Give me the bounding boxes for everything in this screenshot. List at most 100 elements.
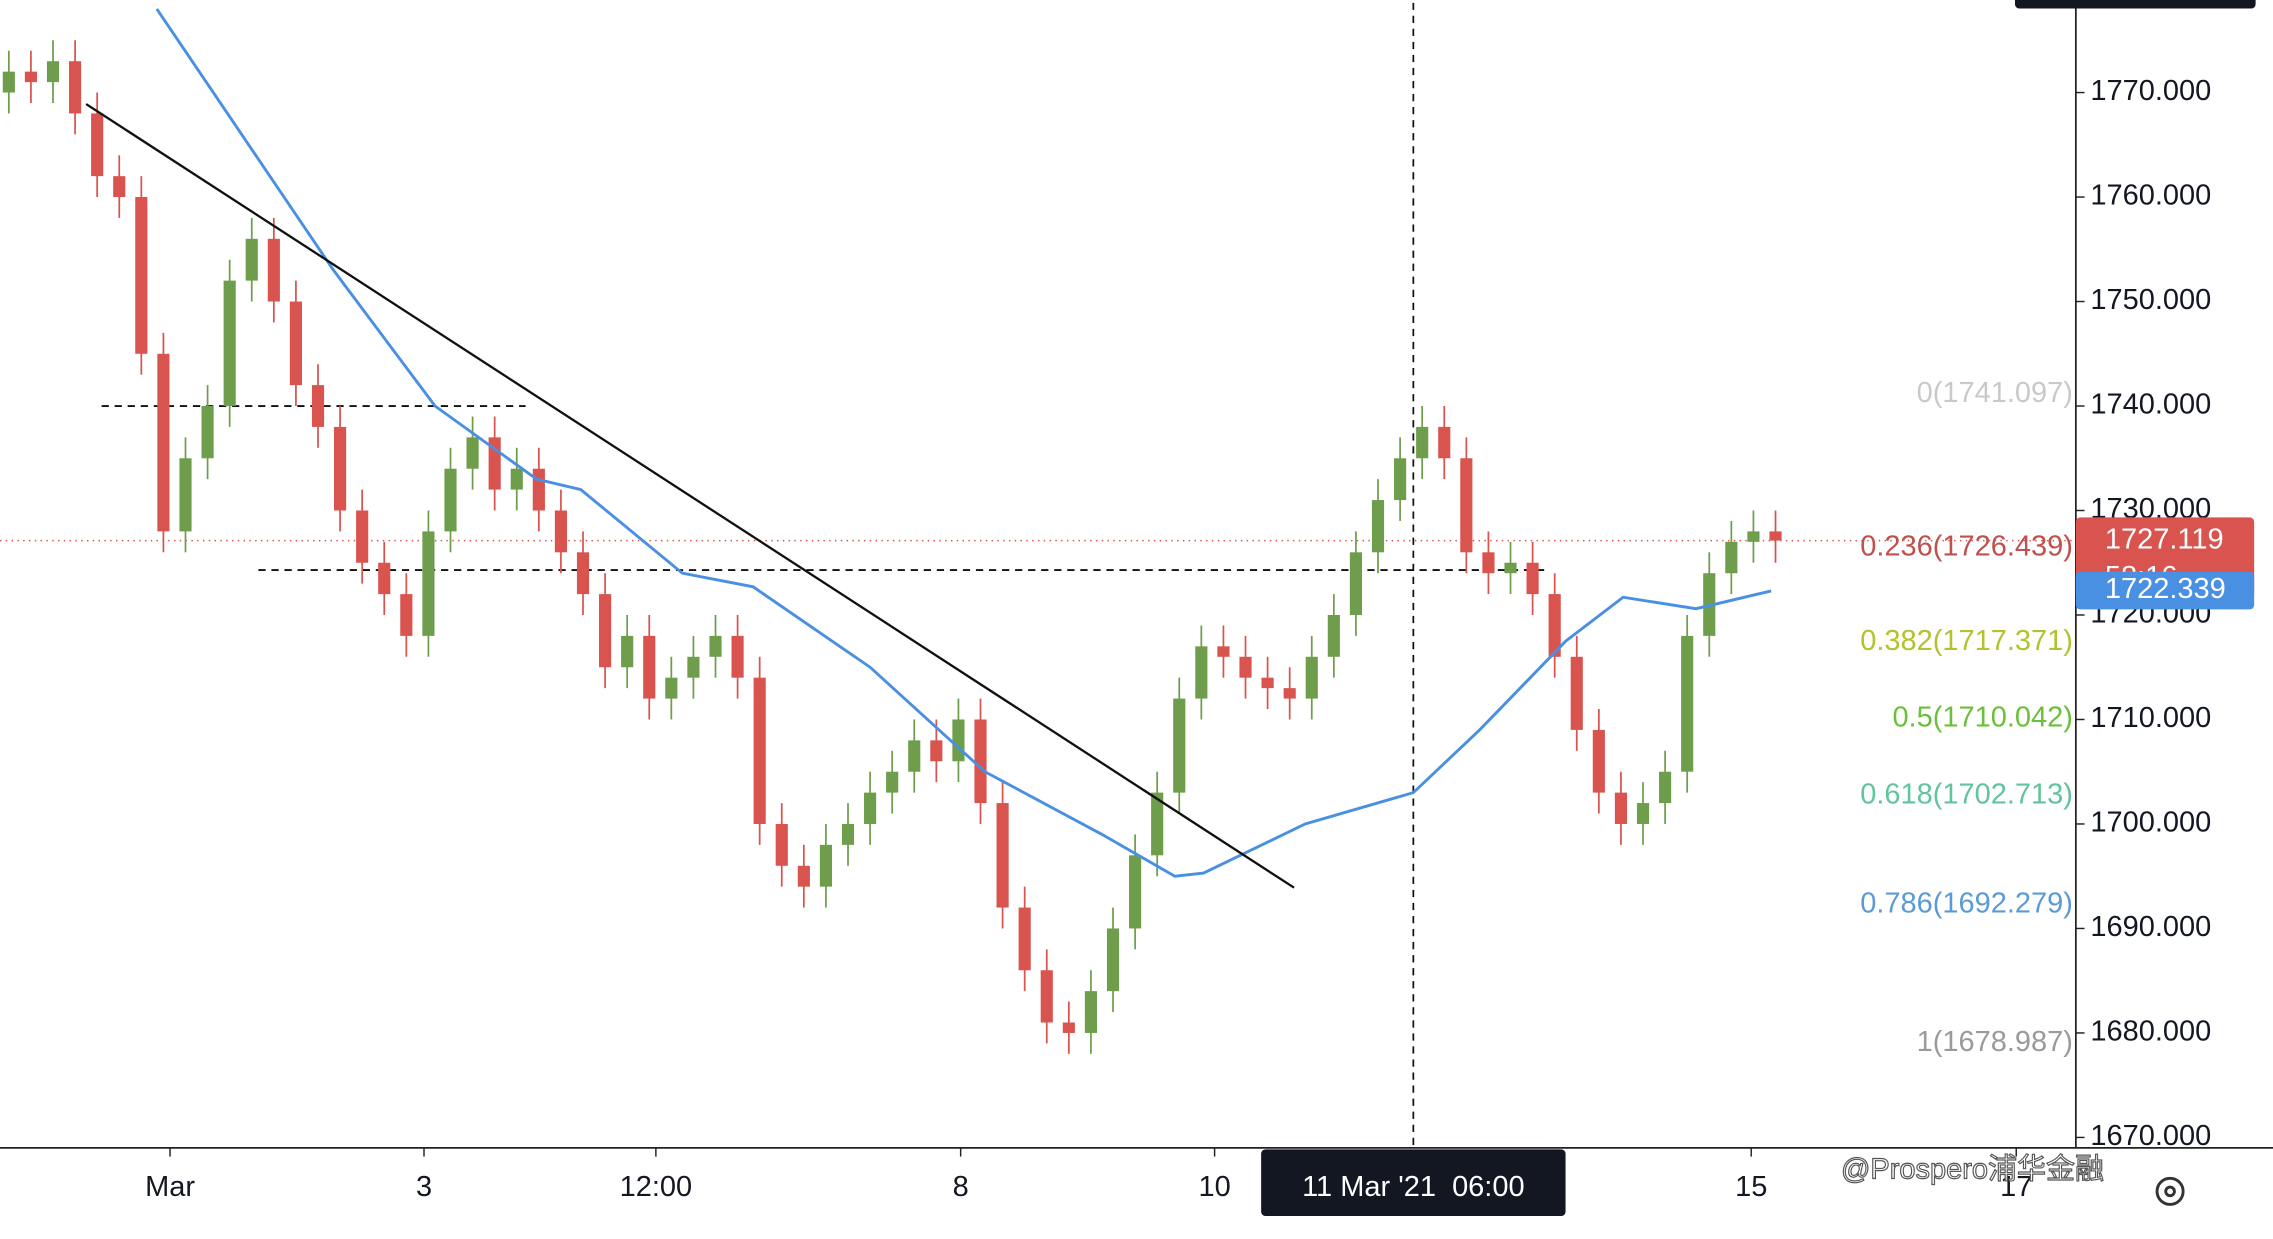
candle-body	[1327, 614, 1340, 657]
x-tick-label: 17	[2000, 1171, 2032, 1203]
candle-body	[1769, 531, 1782, 541]
candle-body	[135, 197, 148, 354]
candle-body	[91, 113, 104, 177]
candle-body	[1504, 562, 1517, 574]
candle-body	[311, 385, 325, 427]
candle-body	[1018, 907, 1031, 971]
y-tick-label: 1760.000	[2090, 180, 2211, 212]
candle-body	[510, 468, 523, 490]
y-tick-label: 1700.000	[2090, 807, 2211, 839]
candle-body	[974, 719, 987, 804]
candle-body	[599, 594, 612, 668]
candle-body	[1438, 426, 1451, 459]
candle-body	[1526, 562, 1539, 595]
x-tick-label: 15	[1735, 1171, 1767, 1203]
trend-line	[85, 103, 1295, 889]
candle-body	[1747, 531, 1760, 542]
candle-body	[576, 552, 590, 595]
watermark: @Prospero浦华金融	[1841, 1153, 2104, 1186]
candle-body	[400, 594, 413, 636]
candle-body	[1460, 458, 1473, 553]
candle-body	[819, 844, 832, 887]
candle-body	[157, 353, 170, 532]
candle-body	[2, 71, 15, 93]
candle-body	[731, 635, 744, 678]
candle-body	[1592, 729, 1605, 793]
candle-body	[886, 771, 899, 793]
crosshair-time-label: 11 Mar '21 06:00	[1302, 1171, 1525, 1203]
axes: 1670.000 1680.000 1690.000 1700.000 1710.000…	[145, 75, 2255, 1217]
candle-body	[289, 301, 302, 386]
candle-body	[1040, 970, 1053, 1023]
candle-body	[245, 238, 258, 281]
candle-body	[223, 280, 236, 407]
candle-body	[1106, 928, 1120, 992]
settings-icon[interactable]	[2155, 1176, 2185, 1206]
candle-body	[466, 437, 479, 469]
fib-label: 0(1741.097)	[1917, 377, 2073, 409]
x-tick-label: 3	[416, 1171, 432, 1203]
fib-label: 0.786(1692.279)	[1860, 887, 2073, 919]
candle-body	[267, 238, 280, 302]
toolbar-box	[2014, 0, 2256, 9]
candle-body	[1570, 656, 1583, 730]
candle-body	[24, 71, 37, 83]
candle-body	[1217, 646, 1230, 657]
x-tick-label: Mar	[145, 1171, 195, 1203]
moving-average	[155, 8, 1772, 878]
y-tick-label: 1670.000	[2090, 1120, 2211, 1152]
candle-body	[687, 656, 700, 678]
candle-body	[864, 792, 877, 824]
crosshair-time-tag	[1261, 1149, 1566, 1217]
y-tick-label: 1770.000	[2090, 75, 2211, 107]
plot-area	[0, 2, 2076, 1148]
candle-body	[356, 510, 369, 563]
candle-body	[665, 677, 678, 699]
candle-body	[1394, 458, 1407, 501]
candle-body	[621, 635, 634, 668]
ma-price-label: 1722.339	[2105, 573, 2226, 605]
candle-body	[709, 635, 722, 657]
candle-body	[1371, 500, 1385, 553]
candle-body	[554, 510, 567, 553]
y-tick-label: 1740.000	[2090, 389, 2211, 421]
candle-body	[1681, 635, 1694, 772]
candle-body	[422, 531, 435, 636]
candle-body	[775, 823, 788, 866]
fib-label: 1(1678.987)	[1917, 1026, 2073, 1058]
candle-body	[930, 740, 943, 762]
candle-body	[952, 719, 965, 762]
candle-body	[1305, 656, 1318, 699]
candle-body	[378, 562, 391, 595]
candle-body	[643, 635, 656, 699]
candle-body	[334, 426, 347, 511]
candle-body	[179, 458, 192, 532]
candle-body	[201, 406, 214, 459]
candle-body	[113, 176, 126, 198]
ma-price-tag	[2075, 571, 2255, 610]
candle-body	[1548, 594, 1561, 657]
candle-body	[532, 468, 545, 511]
y-tick-label: 1710.000	[2090, 702, 2211, 734]
candle-body	[1416, 426, 1429, 459]
candle-body	[1173, 698, 1186, 793]
candle-body	[1195, 646, 1208, 699]
candle-body	[996, 803, 1009, 908]
candle-body	[1283, 688, 1296, 699]
candle-body	[1614, 792, 1628, 824]
candle-body	[1636, 803, 1650, 824]
x-tick-label: 12:00	[620, 1171, 693, 1203]
candle-body	[753, 677, 766, 824]
candle-body	[1151, 792, 1164, 856]
candle-body	[1349, 552, 1363, 615]
candle-body	[1261, 677, 1274, 689]
fib-label: 0.236(1726.439)	[1860, 530, 2073, 562]
candle-body	[1725, 541, 1738, 574]
x-tick-label: 10	[1198, 1171, 1230, 1203]
fib-label: 0.618(1702.713)	[1860, 778, 2073, 810]
candle-body	[444, 468, 457, 532]
y-tick-label: 1690.000	[2090, 911, 2211, 943]
candle-body	[69, 61, 82, 114]
